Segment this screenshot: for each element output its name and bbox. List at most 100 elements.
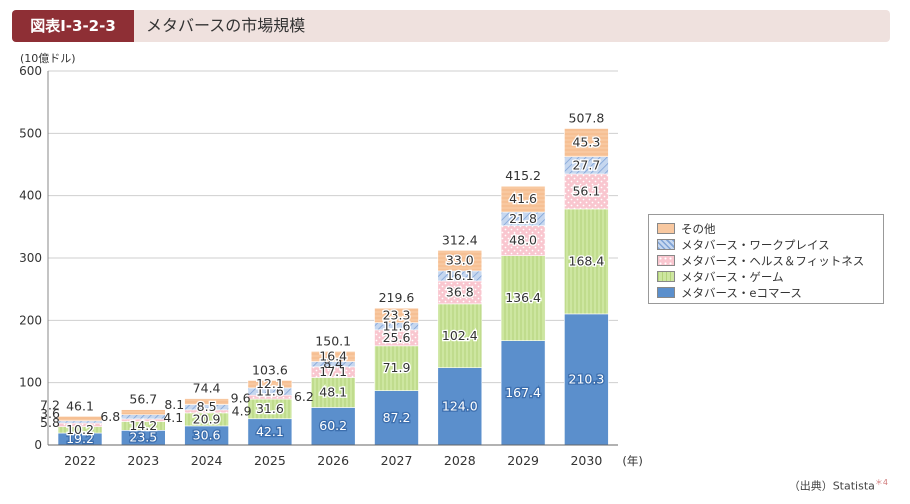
source-note-mark: ＊4 [874,478,888,488]
legend-item-ecommerce: メタバース・eコマース [657,285,802,300]
bar-segment-other [121,409,166,416]
data-label-other: 41.6 [509,191,537,206]
total-label: 46.1 [66,398,94,413]
x-tick-label: 2026 [317,453,349,468]
data-label-work: 8.5 [197,399,217,414]
x-tick-label: 2028 [444,453,476,468]
bars-layer [57,128,609,446]
legend-item-game: メタバース・ゲーム [657,269,784,284]
bar-segment-other [310,351,356,362]
data-label-game: 31.6 [256,401,284,416]
data-label-ecommerce: 19.2 [66,431,94,446]
data-label-ecommerce: 167.4 [505,385,541,400]
data-label-ecommerce: 60.2 [319,418,347,433]
legend-swatch-other [657,223,675,234]
legend-label-work: メタバース・ワークプレイス [681,238,830,252]
data-label-other: 45.3 [572,135,600,150]
data-label-work: 8.4 [323,356,343,371]
axes-layer: 0 100 200 300 400 500 600(10億ドル) 2022 2023 2024 20… [19,52,643,468]
x-tick-label: 2023 [127,453,159,468]
data-label-work: 27.7 [572,157,600,172]
legend-label-other: その他 [681,222,716,236]
data-label-game: 168.4 [569,253,605,268]
data-label-game: 48.1 [319,384,347,399]
bar-segment-other [57,416,103,422]
bar-segment-other [374,307,419,323]
data-label-health: 6.2 [294,389,314,404]
legend-swatch-game [657,271,675,282]
data-label-work: 16.1 [446,268,474,283]
legend-label-ecommerce: メタバース・eコマース [681,286,802,300]
y-tick-label: 500 [19,126,42,140]
total-label: 74.4 [193,381,221,396]
x-tick-label: 2027 [381,453,413,468]
data-label-work: 21.8 [509,211,537,226]
data-label-game: 10.2 [66,422,94,437]
data-label-other: 12.1 [256,376,284,391]
data-label-work: 6.8 [100,409,120,424]
legend-item-health: メタバース・ヘルス＆フィットネス [657,253,864,268]
total-label: 415.2 [505,168,541,183]
data-label-work: 11.6 [256,384,284,399]
data-label-health: 4.1 [163,410,183,425]
x-tick-label: 2022 [64,453,96,468]
data-label-game: 20.9 [193,411,221,426]
bar-segment-other [564,128,609,158]
y-tick-label: 0 [34,438,42,452]
x-tick-label: 2029 [507,453,539,468]
bar-segment-ecommerce [500,340,546,446]
x-tick-label: 2025 [254,453,286,468]
data-label-ecommerce: 87.2 [383,410,411,425]
source-note: （出典）Statista＊4 [789,477,888,494]
data-label-health: 5.8 [40,415,60,430]
data-label-health: 17.1 [319,364,347,379]
x-axis-unit-label: (年) [622,454,642,468]
bar-segment-ecommerce [437,367,483,446]
y-tick-label: 400 [19,189,42,203]
figure-label: 図表Ⅰ-3-2-3 [12,10,134,42]
bar-segment-health [500,225,546,256]
y-axis-unit-label: (10億ドル) [20,52,76,65]
data-label-ecommerce: 124.0 [442,398,478,413]
y-tick-label: 100 [19,376,42,390]
data-label-game: 136.4 [505,290,541,305]
figure-title: メタバースの市場規模 [146,16,306,35]
y-tick-label: 300 [19,251,42,265]
legend-label-health: メタバース・ヘルス＆フィットネス [681,254,865,268]
figure-header: 図表Ⅰ-3-2-3 メタバースの市場規模 [12,10,890,42]
data-label-other: 8.1 [164,397,184,412]
y-tick-label: 600 [19,64,42,78]
data-label-other: 9.6 [231,391,251,406]
data-label-health: 56.1 [572,183,600,198]
data-label-work: 11.6 [383,318,411,333]
legend-swatch-ecommerce [657,287,675,298]
data-label-health: 4.9 [232,403,252,418]
data-label-health: 25.6 [383,330,411,345]
bar-segment-game [500,255,546,341]
bar-segment-other [247,380,293,389]
data-label-other: 16.4 [319,348,347,363]
data-label-ecommerce: 23.5 [129,430,157,445]
data-label-work: 3.6 [40,406,60,421]
source-text: （出典）Statista [788,480,875,493]
x-tick-label: 2024 [191,453,223,468]
bar-segment-other [437,250,483,272]
data-label-ecommerce: 42.1 [256,424,284,439]
data-label-ecommerce: 30.6 [193,427,221,442]
data-label-game: 102.4 [442,328,478,343]
legend-swatch-health [657,255,675,266]
bar-segment-other [184,398,229,405]
y-tick-label: 200 [19,313,42,327]
data-label-game: 14.2 [129,418,157,433]
legend: その他 メタバース・ワークプレイス メタバース・ヘルス＆フィットネス メタバース… [648,214,884,304]
data-label-other: 7.2 [40,398,60,413]
data-label-other: 23.3 [383,307,411,322]
bar-segment-ecommerce [247,418,293,446]
bar-segment-health [564,173,609,210]
legend-swatch-work [657,239,675,250]
data-label-ecommerce: 210.3 [569,371,605,386]
bar-segment-game [374,345,419,391]
total-label: 507.8 [569,110,605,125]
total-label: 312.4 [442,232,478,247]
